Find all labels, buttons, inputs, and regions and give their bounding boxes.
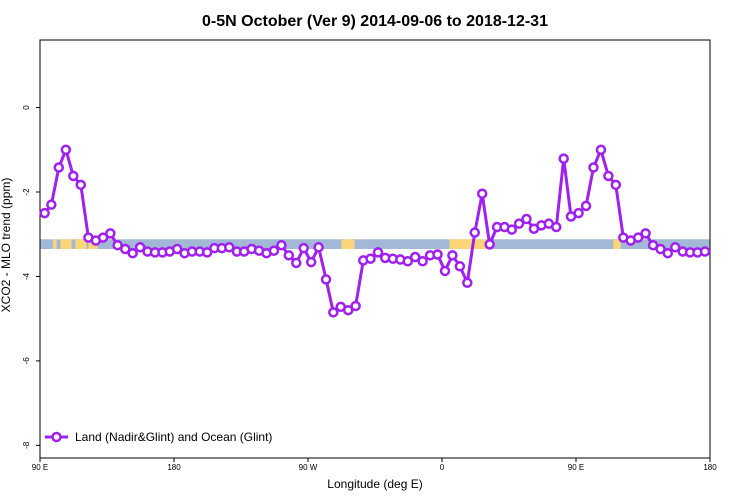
data-point — [484, 239, 495, 250]
data-point — [320, 274, 332, 285]
data-point — [580, 200, 592, 212]
data-point — [439, 265, 451, 277]
data-point — [454, 261, 466, 272]
data-point — [669, 242, 681, 253]
ocean-band — [40, 239, 710, 249]
data-point — [127, 247, 138, 259]
x-tick-label: 0 — [440, 463, 445, 472]
y-axis-ticks: 0 -2 -4 -6 -8 — [22, 105, 40, 449]
x-axis-label: Longitude (deg E) — [327, 477, 422, 491]
land-band-segment — [449, 239, 491, 249]
data-point — [119, 243, 131, 255]
data-point — [305, 256, 317, 268]
data-point — [447, 250, 458, 261]
x-tick-label: 90 E — [568, 463, 584, 472]
x-axis-ticks: 90 E 180 90 W 0 90 E 180 — [32, 458, 717, 472]
land-band-segment — [75, 239, 87, 249]
data-point — [134, 242, 146, 253]
legend-label: Land (Nadir&Glint) and Ocean (Glint) — [75, 430, 272, 444]
data-point — [365, 253, 376, 264]
data-point — [342, 304, 354, 316]
data-point — [171, 243, 183, 255]
data-point — [558, 153, 569, 164]
data-point — [268, 245, 280, 256]
y-tick-label: 0 — [22, 105, 31, 110]
land-band-segment — [53, 239, 57, 249]
data-point — [291, 257, 302, 269]
data-point — [432, 249, 443, 260]
data-point — [603, 170, 614, 182]
x-tick-label: 180 — [167, 463, 181, 472]
data-point — [662, 247, 674, 259]
data-point — [46, 199, 57, 210]
data-point — [60, 144, 72, 156]
chart-title: 0-5N October (Ver 9) 2014-09-06 to 2018-… — [202, 13, 548, 30]
data-point — [551, 221, 562, 233]
data-point — [655, 243, 666, 255]
land-band-segment — [60, 239, 72, 249]
data-point — [513, 218, 525, 229]
data-point — [632, 232, 644, 243]
data-point — [97, 232, 109, 243]
data-point — [39, 207, 50, 219]
data-point — [640, 228, 651, 239]
series-layer — [39, 144, 711, 318]
data-point — [409, 251, 421, 263]
data-point — [595, 144, 607, 156]
data-point — [68, 170, 79, 182]
data-point — [699, 246, 711, 257]
data-point — [350, 300, 361, 312]
x-tick-label: 90 W — [299, 463, 318, 472]
plot-frame — [39, 39, 711, 459]
data-point — [105, 228, 116, 239]
data-point — [469, 227, 481, 238]
data-point — [462, 277, 473, 289]
land-band-segment — [613, 239, 621, 249]
data-point — [506, 224, 518, 235]
y-tick-label: -6 — [22, 357, 31, 365]
data-point — [573, 207, 584, 219]
data-point — [372, 247, 384, 258]
data-point — [298, 242, 309, 254]
data-point — [276, 239, 287, 251]
data-point — [521, 213, 532, 225]
x-tick-label: 90 E — [32, 463, 48, 472]
data-point — [283, 250, 295, 261]
data-point — [610, 179, 622, 191]
legend-marker-swatch — [51, 431, 62, 443]
land-band-segment — [341, 239, 355, 249]
data-point — [224, 242, 235, 253]
data-point — [588, 162, 599, 173]
data-point — [417, 255, 428, 267]
data-point — [402, 255, 414, 267]
data-point — [476, 188, 488, 199]
y-tick-label: -4 — [22, 272, 31, 280]
y-axis-label: XCO2 - MLO trend (ppm) — [0, 178, 13, 313]
data-point — [112, 239, 123, 251]
data-point — [201, 247, 213, 258]
legend: Land (Nadir&Glint) and Ocean (Glint) — [45, 430, 272, 444]
x-tick-label: 180 — [703, 463, 717, 472]
data-point — [313, 242, 324, 253]
y-tick-label: -2 — [22, 188, 31, 196]
data-point — [53, 162, 65, 173]
data-point — [328, 307, 339, 318]
y-tick-label: -8 — [22, 441, 31, 449]
data-point — [75, 179, 87, 191]
